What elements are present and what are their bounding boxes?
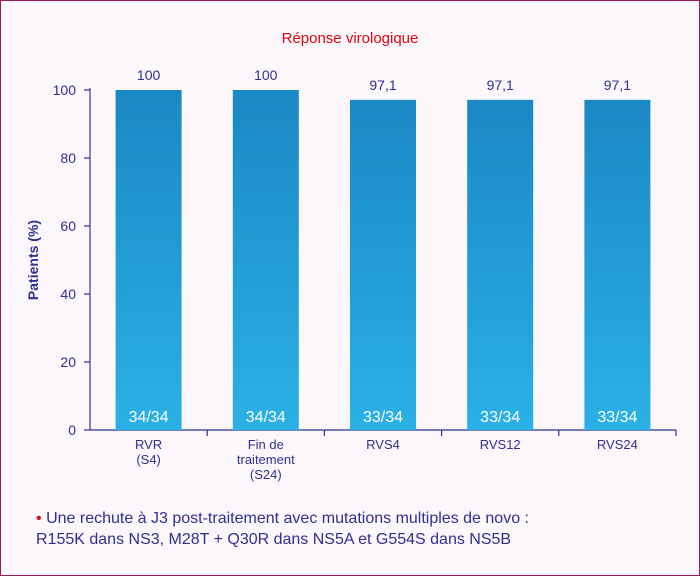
x-category-label: traitement bbox=[237, 452, 295, 467]
y-tick-label: 80 bbox=[60, 150, 76, 166]
bar bbox=[350, 99, 416, 431]
bar bbox=[115, 90, 182, 430]
bar-value-label: 100 bbox=[254, 67, 278, 83]
bar bbox=[584, 99, 651, 431]
bar-count-label: 33/34 bbox=[363, 409, 403, 426]
x-category-label: RVS12 bbox=[480, 437, 521, 452]
x-category-label: (S24) bbox=[250, 467, 282, 482]
bar-chart: 0 20 40 60 80 100 Patients (%) 100 34/34 RVR(S4) 1… bbox=[25, 67, 677, 482]
footnote-line-1: • Une rechute à J3 post-traitement avec … bbox=[26, 508, 686, 529]
footnote: • Une rechute à J3 post-traitement avec … bbox=[26, 508, 686, 550]
bar-count-label: 33/34 bbox=[480, 409, 520, 426]
bar bbox=[467, 99, 534, 431]
y-tick-label: 20 bbox=[60, 354, 76, 370]
y-tick-label: 60 bbox=[60, 218, 76, 234]
bar-count-label: 33/34 bbox=[597, 409, 637, 426]
bar-value-label: 97,1 bbox=[369, 77, 396, 93]
x-category-label: RVR bbox=[135, 437, 162, 452]
bar-value-label: 100 bbox=[137, 67, 161, 83]
y-tick-label: 100 bbox=[53, 82, 77, 98]
bar-count-label: 34/34 bbox=[129, 409, 169, 426]
x-category-label: Fin de bbox=[248, 437, 284, 452]
footnote-text-1: Une rechute à J3 post-traitement avec mu… bbox=[46, 510, 529, 527]
chart-title: Réponse virologique bbox=[281, 30, 419, 47]
y-axis-title: Patients (%) bbox=[25, 220, 41, 300]
bar-count-label: 34/34 bbox=[246, 409, 286, 426]
x-category-label: RVS24 bbox=[597, 437, 638, 452]
x-category-label: RVS4 bbox=[366, 437, 400, 452]
footnote-line-2: R155K dans NS3, M28T + Q30R dans NS5A et… bbox=[36, 531, 512, 548]
y-tick-label: 0 bbox=[68, 422, 76, 438]
bar bbox=[232, 90, 299, 430]
y-tick-label: 40 bbox=[60, 286, 76, 302]
bullet-icon: • bbox=[36, 510, 42, 527]
bar-value-label: 97,1 bbox=[604, 77, 631, 93]
x-category-label: (S4) bbox=[136, 452, 161, 467]
bar-value-label: 97,1 bbox=[487, 77, 514, 93]
